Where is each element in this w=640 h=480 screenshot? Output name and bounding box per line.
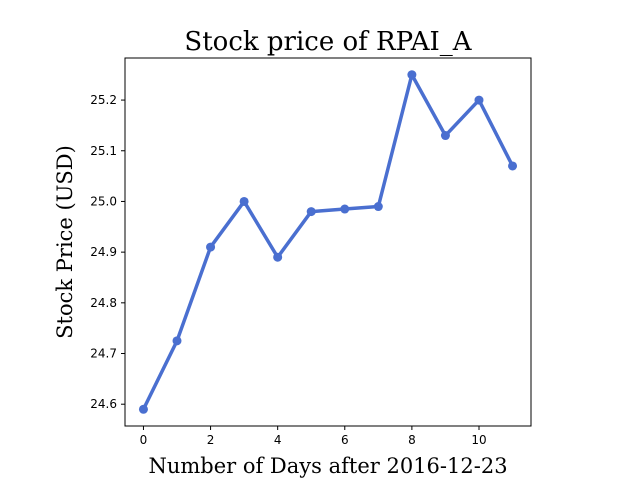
data-point xyxy=(407,70,417,80)
x-axis-ticks: 0 2 4 6 8 10 xyxy=(140,426,487,447)
series-line xyxy=(141,72,515,412)
y-tick-label: 24.8 xyxy=(90,296,117,310)
data-point xyxy=(138,404,148,414)
x-tick-label: 8 xyxy=(408,433,416,447)
y-axis-ticks: 24.6 24.7 24.8 24.9 25.0 25.1 25.2 xyxy=(90,93,125,411)
chart-title: Stock price of RPAI_A xyxy=(184,27,472,57)
plot-area-frame xyxy=(124,57,532,427)
x-tick-label: 4 xyxy=(274,433,282,447)
data-point xyxy=(474,95,484,105)
x-tick-label: 2 xyxy=(207,433,215,447)
data-point xyxy=(340,204,350,214)
data-point xyxy=(239,196,249,206)
x-tick-label: 6 xyxy=(341,433,349,447)
y-tick-label: 25.0 xyxy=(90,194,117,208)
series-layer xyxy=(138,70,518,414)
data-point xyxy=(373,202,383,212)
y-tick-label: 24.6 xyxy=(90,397,117,411)
y-axis-label: Stock Price (USD) xyxy=(53,145,77,339)
x-axis-label: Number of Days after 2016-12-23 xyxy=(148,454,507,478)
x-tick-label: 0 xyxy=(140,433,148,447)
data-point xyxy=(440,131,450,141)
data-point xyxy=(172,336,182,346)
data-point xyxy=(306,207,316,217)
x-tick-label: 10 xyxy=(471,433,486,447)
data-point xyxy=(273,252,283,262)
y-tick-label: 24.7 xyxy=(90,347,117,361)
data-point xyxy=(206,242,216,252)
y-tick-label: 25.1 xyxy=(90,144,117,158)
y-tick-label: 24.9 xyxy=(90,245,117,259)
y-tick-label: 25.2 xyxy=(90,93,117,107)
data-point xyxy=(508,161,518,171)
